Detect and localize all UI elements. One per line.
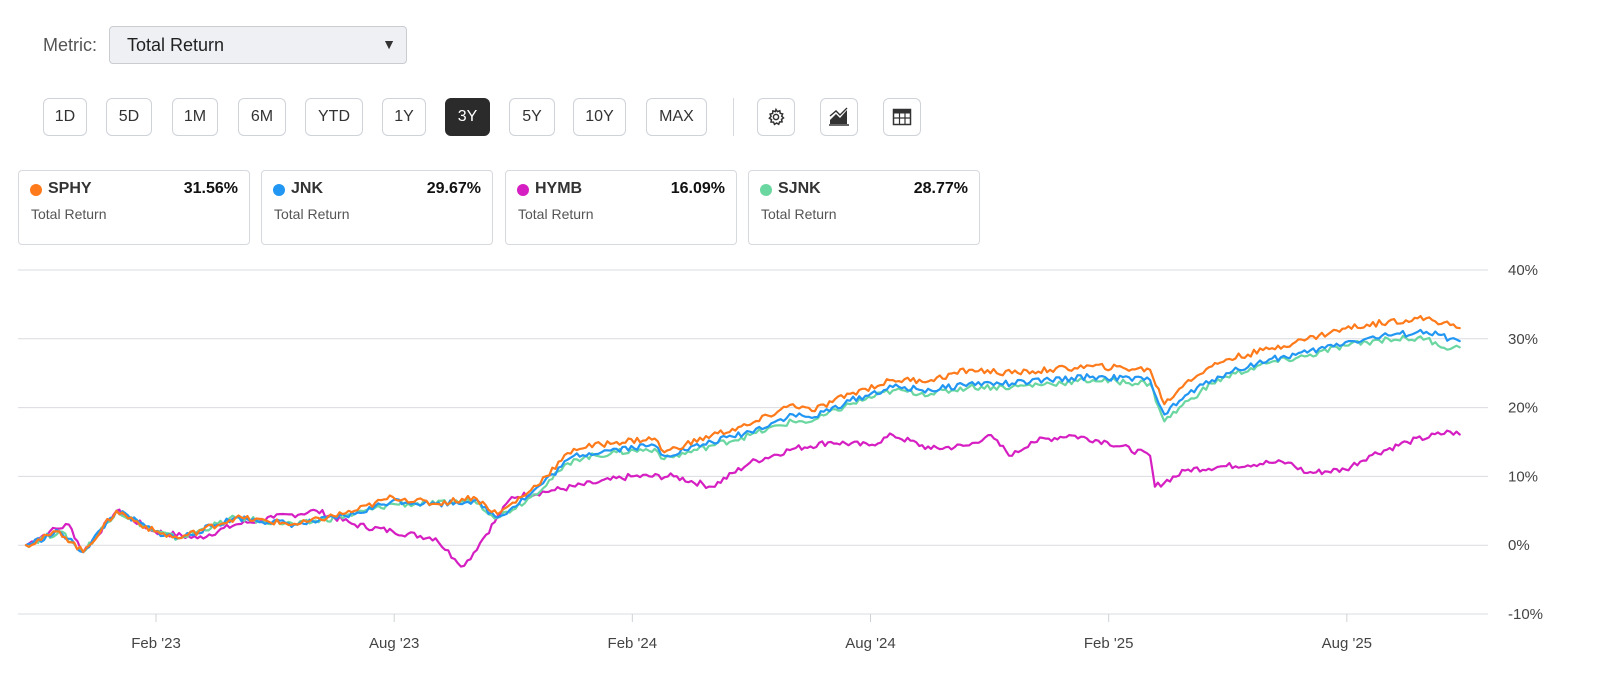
period-button-max[interactable]: MAX	[646, 98, 707, 136]
metric-label: Metric:	[43, 34, 97, 55]
y-axis: 40% 30% 20% 10% 0% -10%	[1508, 262, 1543, 623]
legend-ticker: HYMB	[535, 180, 583, 197]
y-tick-label: -10%	[1508, 606, 1543, 623]
legend-value: 16.09%	[670, 180, 725, 197]
period-button-6m[interactable]: 6M	[238, 98, 286, 136]
table-view-button[interactable]	[883, 98, 921, 136]
legend-ticker: SPHY	[48, 180, 92, 197]
series-line-jnk[interactable]	[24, 328, 1461, 554]
legend-card-sjnk[interactable]: SJNK 28.77% Total Return	[748, 170, 980, 245]
chart-type-icon	[829, 107, 849, 126]
y-tick-label: 40%	[1508, 262, 1538, 279]
period-button-1y[interactable]: 1Y	[382, 98, 426, 136]
series-line-sphy[interactable]	[24, 315, 1461, 554]
period-button-1m[interactable]: 1M	[172, 98, 218, 136]
x-tick-label: Feb '23	[131, 635, 181, 652]
legend-metric: Total Return	[761, 206, 837, 222]
y-tick-label: 20%	[1508, 400, 1538, 417]
legend-card-jnk[interactable]: JNK 29.67% Total Return	[261, 170, 493, 245]
legend-metric: Total Return	[31, 206, 107, 222]
legend-value: 28.77%	[913, 180, 968, 197]
metric-row: Metric: Total Return ▼	[43, 25, 407, 65]
legend-card-sphy[interactable]: SPHY 31.56% Total Return	[18, 170, 250, 245]
grid-layer	[18, 269, 1488, 615]
legend-ticker: JNK	[291, 180, 324, 197]
metric-select[interactable]: Total Return ▼	[109, 26, 407, 64]
legend-card-hymb[interactable]: HYMB 16.09% Total Return	[505, 170, 737, 245]
series-color-dot	[30, 184, 42, 196]
legend-value: 31.56%	[183, 180, 238, 197]
y-tick-label: 10%	[1508, 468, 1538, 485]
legend-metric: Total Return	[274, 206, 350, 222]
chart-type-button[interactable]	[820, 98, 858, 136]
series-line-sjnk[interactable]	[24, 334, 1461, 554]
toolbar-divider	[733, 98, 734, 136]
caret-down-icon: ▼	[382, 36, 396, 52]
series-color-dot	[517, 184, 529, 196]
series-color-dot	[760, 184, 772, 196]
period-button-ytd[interactable]: YTD	[305, 98, 363, 136]
total-return-chart[interactable]: Feb '23 Aug '23 Feb '24 Aug '24 Feb '25 Aug '…	[0, 255, 1600, 685]
period-button-5d[interactable]: 5D	[106, 98, 152, 136]
x-tick-label: Feb '24	[608, 635, 658, 652]
metric-selected-value: Total Return	[127, 34, 225, 55]
gear-icon	[768, 107, 785, 126]
series-layer	[24, 315, 1461, 568]
period-button-3y[interactable]: 3Y	[445, 98, 490, 136]
x-tick-label: Aug '24	[845, 635, 895, 652]
settings-button[interactable]	[757, 98, 795, 136]
period-button-1d[interactable]: 1D	[43, 98, 87, 136]
period-button-5y[interactable]: 5Y	[509, 98, 555, 136]
series-line-hymb[interactable]	[24, 429, 1461, 568]
x-tick-label: Aug '23	[369, 635, 419, 652]
y-tick-label: 0%	[1508, 537, 1530, 554]
y-tick-label: 30%	[1508, 331, 1538, 348]
x-tick-label: Aug '25	[1322, 635, 1372, 652]
legend-metric: Total Return	[518, 206, 594, 222]
period-button-10y[interactable]: 10Y	[573, 98, 626, 136]
x-axis: Feb '23 Aug '23 Feb '24 Aug '24 Feb '25 Aug '…	[131, 614, 1372, 652]
table-icon	[892, 108, 912, 126]
legend-ticker: SJNK	[778, 180, 821, 197]
series-color-dot	[273, 184, 285, 196]
x-tick-label: Feb '25	[1084, 635, 1134, 652]
legend-value: 29.67%	[426, 180, 481, 197]
